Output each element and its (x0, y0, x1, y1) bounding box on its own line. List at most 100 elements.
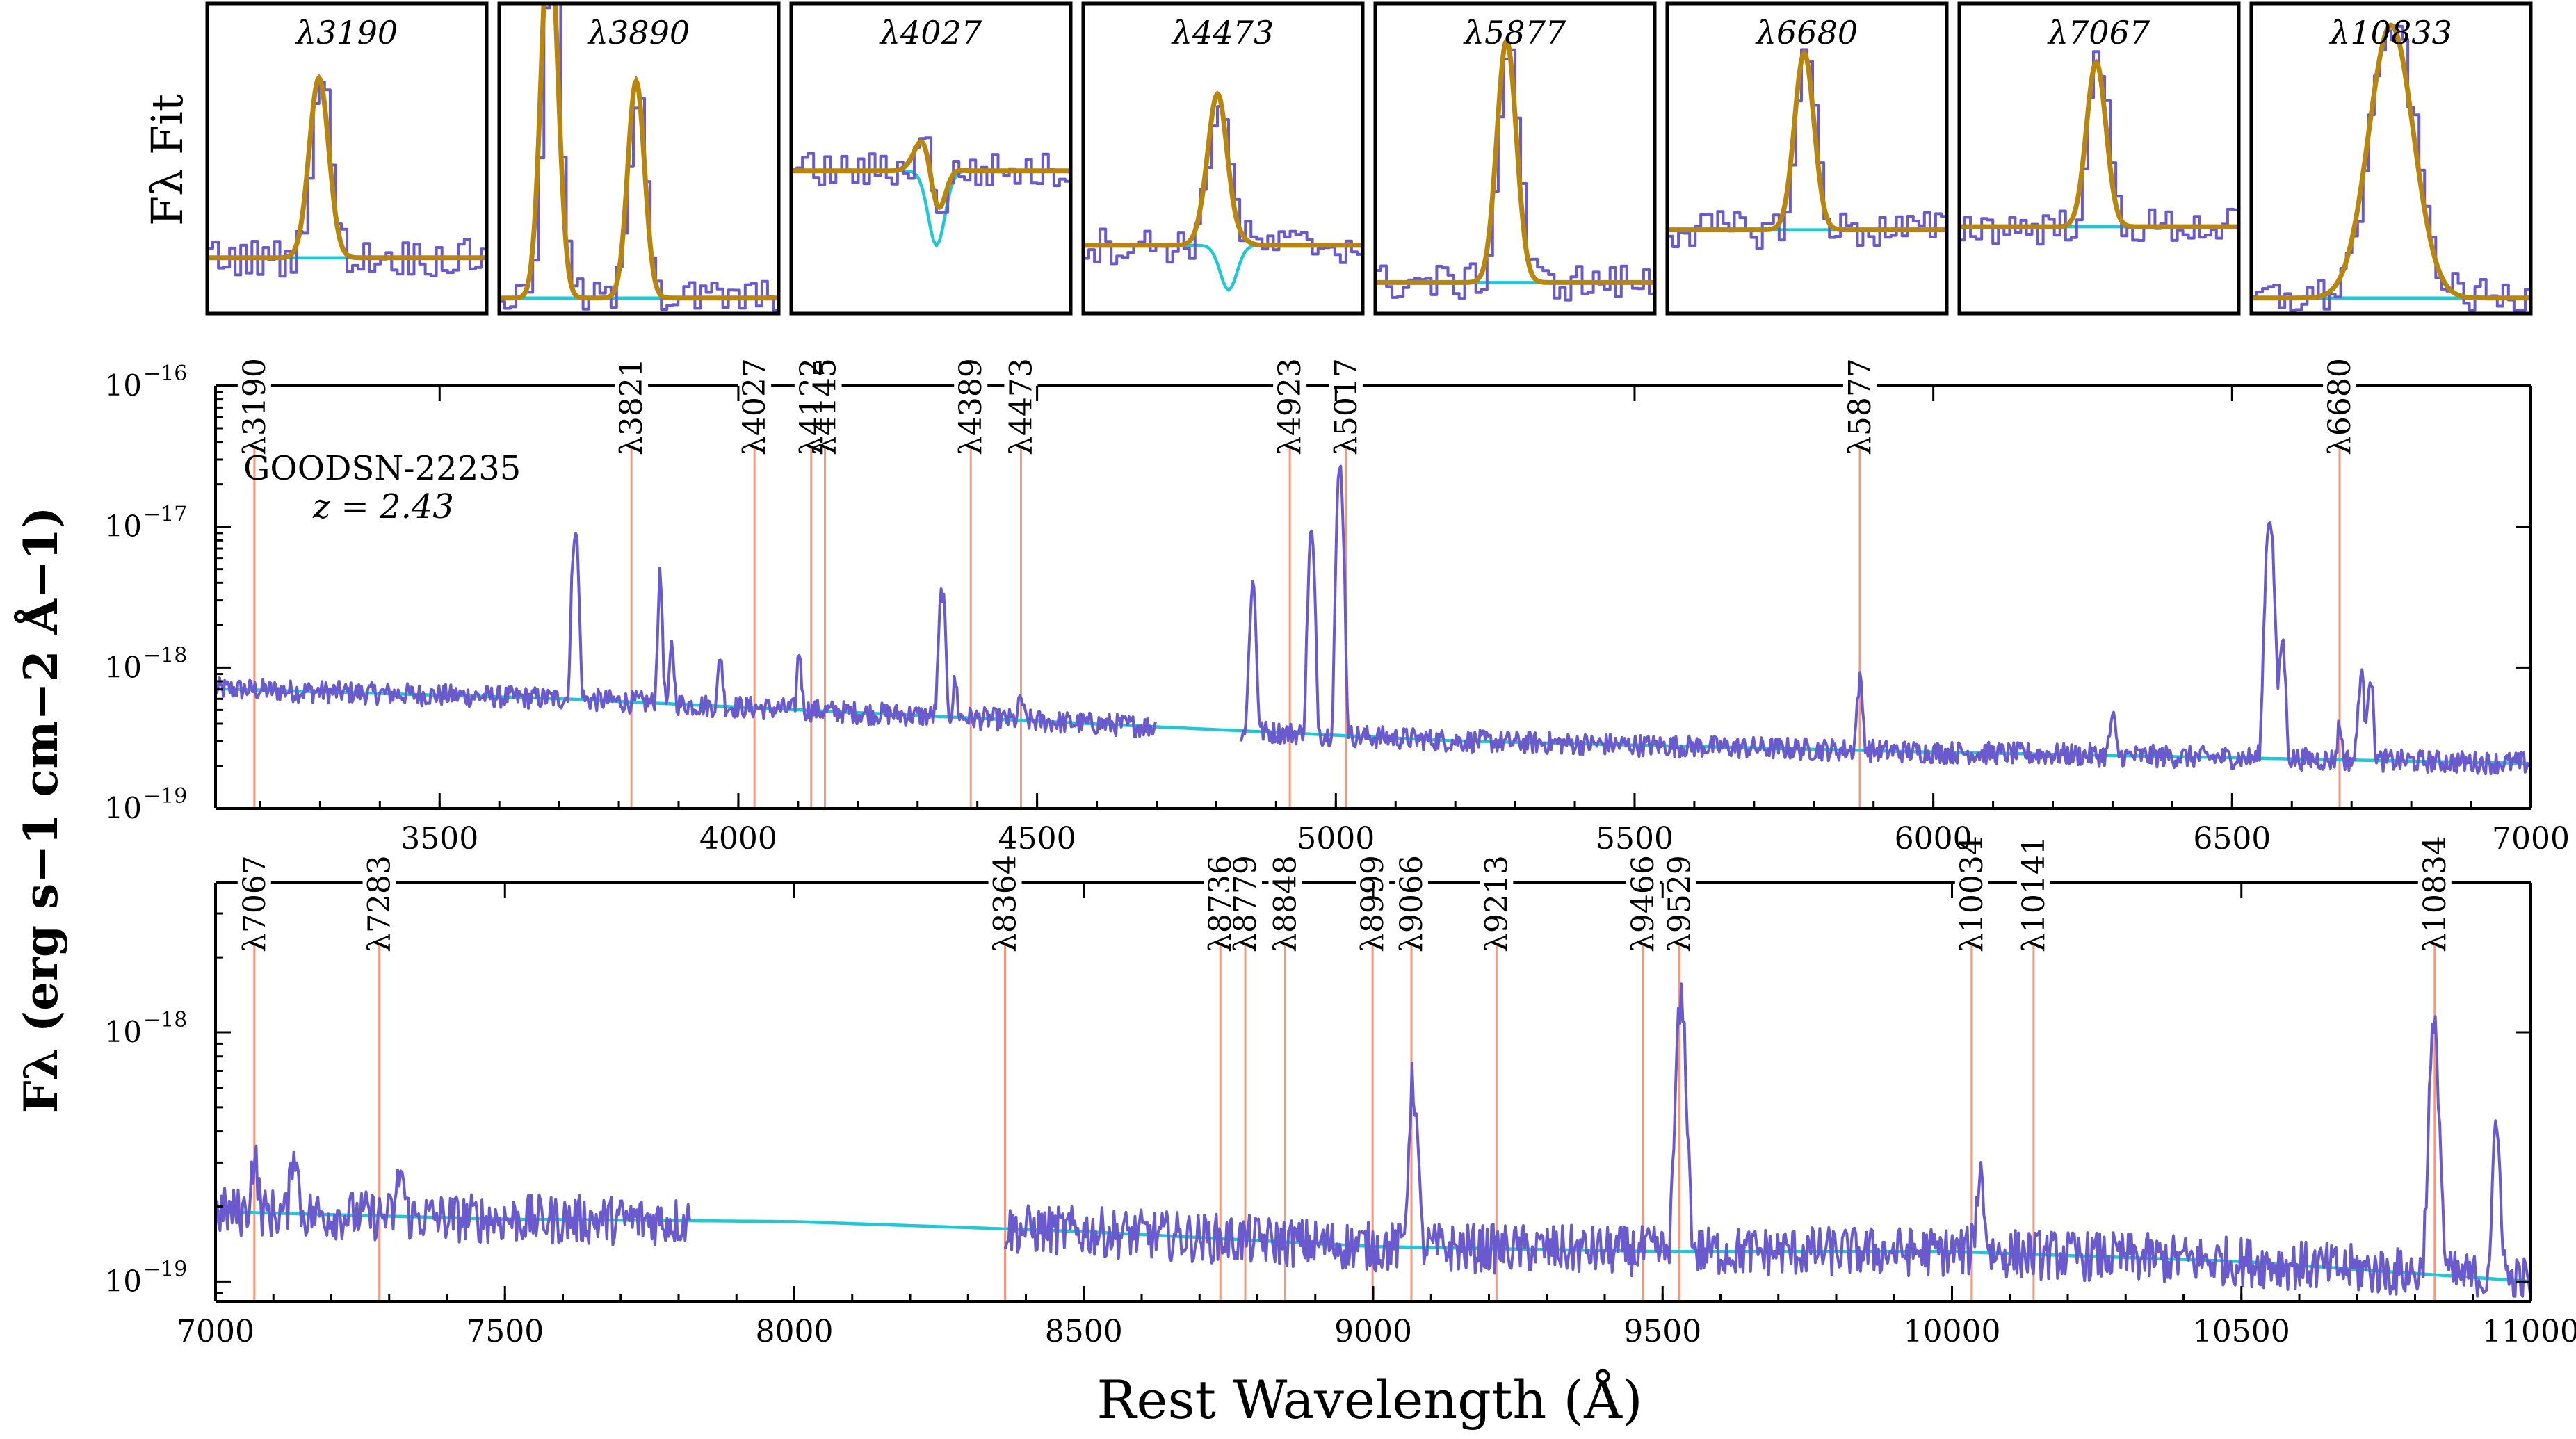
inset-frame (1373, 1, 1657, 316)
x-tick-label: 5500 (1596, 821, 1674, 856)
marker-label-gap (1394, 872, 1428, 894)
inset-title: λ3190 (295, 14, 398, 51)
inset-title: λ7067 (2047, 14, 2150, 51)
inset-title: λ4473 (1171, 14, 1274, 51)
inset-frame (205, 1, 489, 316)
line-marker-label: λ9466 (1626, 855, 1661, 952)
y-tick-exponent: −19 (143, 1257, 187, 1281)
object-name: GOODSN-22235 (243, 449, 521, 488)
x-tick-label: 9000 (1334, 1314, 1412, 1349)
line-marker-label: λ9066 (1394, 855, 1429, 952)
line-marker-label: λ3190 (237, 358, 273, 455)
line-marker-label: λ4923 (1272, 358, 1308, 455)
line-marker-label: λ3821 (614, 358, 649, 455)
inset-fit (791, 139, 1071, 211)
x-tick-label: 4000 (699, 821, 777, 856)
y-tick-label: 10 (105, 791, 142, 825)
line-marker-label: λ8736 (1203, 855, 1238, 952)
inset-fit (207, 74, 487, 261)
y-tick-exponent: −17 (143, 503, 187, 527)
inset-spectrum (2251, 24, 2531, 312)
x-tick-label: 5000 (1297, 821, 1375, 856)
line-marker-label: λ6680 (2322, 358, 2358, 455)
inset-continuum (1083, 243, 1363, 293)
marker-label-gap (615, 375, 649, 397)
line-marker-label: λ5877 (1842, 358, 1878, 455)
observed-spectrum (214, 1144, 691, 1246)
y-tick-label: 10 (105, 510, 142, 544)
x-tick-label: 10000 (1904, 1314, 2001, 1349)
line-marker-label: λ8999 (1355, 855, 1391, 952)
inset-title: λ3890 (587, 14, 690, 51)
x-tick-label: 7000 (2492, 821, 2570, 856)
x-tick-label: 7500 (466, 1314, 544, 1349)
marker-label-gap (362, 872, 396, 894)
marker-label-gap (1268, 872, 1302, 894)
observed-spectrum (214, 532, 1157, 739)
inset-fit (2251, 22, 2531, 301)
inset-fit (1959, 58, 2239, 229)
marker-label-gap (2323, 375, 2357, 397)
marker-label-gap (237, 375, 271, 397)
line-marker-label: λ8848 (1267, 855, 1303, 952)
y-tick-exponent: −19 (143, 784, 187, 808)
redshift-label: z = 2.43 (312, 487, 454, 526)
inset-panels: λ3190 λ3890 λ4027 λ4473 λ5877 λ6680 λ7067 λ1083… (205, 1, 2533, 316)
x-tick-label: 4500 (998, 821, 1076, 856)
x-tick-label: 6500 (2193, 821, 2271, 856)
line-marker-label: λ4145 (808, 358, 843, 455)
line-marker-label: λ5017 (1329, 358, 1364, 455)
y-tick-exponent: −18 (143, 1008, 187, 1032)
line-marker-label: λ8779 (1228, 855, 1263, 952)
line-marker-label: λ10034 (1954, 836, 1990, 952)
inset-spectrum (207, 80, 487, 278)
x-tick-label: 8500 (1045, 1314, 1123, 1349)
y-axis-label: Fλ (erg s−1 cm−2 Å−1) (14, 507, 68, 1113)
x-axis-label: Rest Wavelength (Å) (1096, 1368, 1642, 1431)
y-tick-exponent: −16 (143, 361, 187, 386)
marker-label-gap (738, 375, 772, 397)
x-tick-label: 6000 (1895, 821, 1972, 856)
line-marker-label: λ4389 (953, 358, 989, 455)
x-tick-label: 11000 (2482, 1314, 2576, 1349)
line-marker-label: λ8364 (988, 855, 1023, 952)
x-tick-label: 8000 (756, 1314, 834, 1349)
marker-label-gap (988, 872, 1022, 894)
x-tick-label: 9500 (1623, 1314, 1701, 1349)
line-marker-label: λ4027 (737, 358, 772, 455)
inset-title: λ6680 (1755, 14, 1858, 51)
y-tick-label: 10 (105, 368, 142, 403)
y-tick-label: 10 (105, 1264, 142, 1298)
inset-fit (499, 3, 779, 301)
observed-spectrum (1239, 464, 2531, 776)
line-marker-label: λ4122 (794, 358, 829, 455)
marker-label-gap (2016, 872, 2050, 894)
line-marker-label: λ7283 (362, 855, 398, 952)
marker-label-gap (954, 375, 988, 397)
inset-frame (789, 1, 1073, 316)
line-marker-label: λ10141 (2016, 836, 2052, 952)
line-marker-label: λ7067 (237, 855, 273, 952)
inset-frame (2249, 1, 2533, 316)
marker-label-gap (1480, 872, 1514, 894)
marker-label-gap (237, 872, 271, 894)
y-tick-label: 10 (105, 650, 142, 684)
marker-label-gap (1626, 872, 1660, 894)
line-marker-label: λ4473 (1003, 358, 1039, 455)
inset-frame (1957, 1, 2241, 316)
y-tick-exponent: −18 (143, 643, 187, 667)
marker-label-gap (1004, 375, 1038, 397)
line-marker-label: λ10834 (2417, 836, 2453, 952)
inset-title: λ10833 (2328, 14, 2452, 51)
observed-spectrum (1003, 982, 2532, 1298)
inset-title: λ5877 (1463, 14, 1566, 51)
marker-label-gap (1273, 375, 1307, 397)
inset-spectrum (1667, 48, 1947, 250)
line-marker-label: λ9529 (1662, 855, 1697, 952)
inset-frame (1081, 1, 1365, 316)
line-marker-label: λ9213 (1479, 855, 1514, 952)
marker-label-gap (2417, 872, 2452, 894)
